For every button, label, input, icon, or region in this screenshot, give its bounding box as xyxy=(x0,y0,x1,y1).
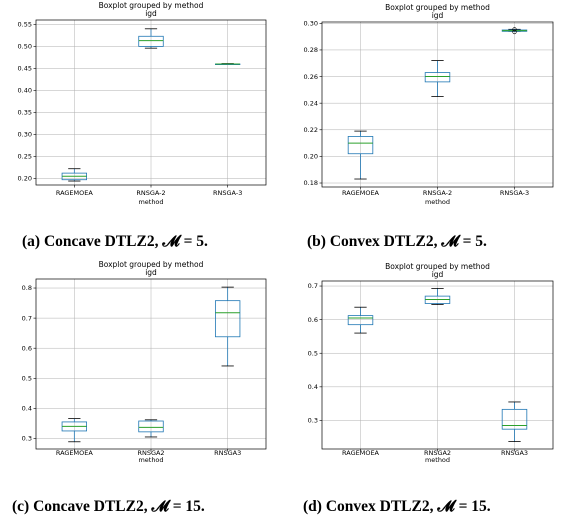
iqr-box xyxy=(214,300,241,338)
y-tick-label: 0.7 xyxy=(308,282,318,290)
x-tick-label: RAGEMOEA xyxy=(56,449,94,457)
x-tick-label: RNSGA2 xyxy=(137,449,164,457)
y-tick-label: 0.50 xyxy=(18,43,32,51)
x-axis-label: method xyxy=(425,198,450,206)
chart-title: Boxplot grouped by method xyxy=(99,1,204,10)
x-axis-label: method xyxy=(425,456,450,464)
subfigure-caption: (d) Convex DTLZ2, 𝓜 = 15. xyxy=(303,498,491,515)
y-tick-label: 0.4 xyxy=(308,383,318,391)
y-tick-label: 0.25 xyxy=(18,153,32,161)
y-tick-label: 0.5 xyxy=(308,349,318,357)
iqr-box xyxy=(347,136,374,155)
y-tick-label: 0.26 xyxy=(304,73,318,81)
y-tick-label: 0.6 xyxy=(308,316,318,324)
chart-title: Boxplot grouped by method xyxy=(99,260,204,269)
x-axis-label: method xyxy=(138,456,163,464)
x-tick-label: RAGEMOEA xyxy=(56,189,94,197)
chart-title: Boxplot grouped by method xyxy=(385,262,490,271)
chart-panel-0: 0.20 0.25 0.30 0.35 0.40 0.45 0.50 0.55 RAGEMOEA… xyxy=(18,1,267,250)
x-tick-label: RNSGA-3 xyxy=(213,189,242,197)
y-tick-label: 0.4 xyxy=(22,405,32,413)
y-tick-label: 0.45 xyxy=(18,65,32,73)
x-tick-label: RNSGA-3 xyxy=(500,189,529,197)
y-tick-label: 0.35 xyxy=(18,109,32,117)
chart-subtitle: igd xyxy=(432,11,444,20)
chart-subtitle: igd xyxy=(432,270,444,279)
y-tick-label: 0.28 xyxy=(304,46,318,54)
y-tick-label: 0.30 xyxy=(18,131,32,139)
y-tick-label: 0.20 xyxy=(304,153,318,161)
chart-title: Boxplot grouped by method xyxy=(385,3,490,12)
outlier-point xyxy=(512,27,517,32)
chart-panel-2: 0.3 0.4 0.5 0.6 0.7 0.8 RAGEMOEA RNSGA2 RNSGA3 Bo… xyxy=(12,260,267,515)
subfigure-caption: (a) Concave DTLZ2, 𝓜 = 5. xyxy=(22,233,208,250)
x-tick-label: RAGEMOEA xyxy=(342,449,380,457)
x-tick-label: RNSGA2 xyxy=(424,449,451,457)
iqr-box xyxy=(424,72,451,83)
y-tick-label: 0.22 xyxy=(304,126,318,134)
y-tick-label: 0.20 xyxy=(18,175,32,183)
y-tick-label: 0.40 xyxy=(18,87,32,95)
x-tick-label: RNSGA3 xyxy=(214,449,241,457)
iqr-box xyxy=(138,35,164,47)
x-tick-label: RNSGA-2 xyxy=(423,189,452,197)
x-tick-label: RNSGA-2 xyxy=(136,189,165,197)
chart-panel-1: 0.18 0.20 0.22 0.24 0.26 0.28 0.30 RAGEMOEA RNSG… xyxy=(304,3,554,250)
chart-subtitle: igd xyxy=(145,9,157,18)
chart-subtitle: igd xyxy=(145,268,157,277)
outlier-point xyxy=(512,29,517,35)
subfigure-caption: (b) Convex DTLZ2, 𝓜 = 5. xyxy=(307,233,487,250)
y-tick-label: 0.3 xyxy=(308,417,318,425)
iqr-box xyxy=(347,315,374,326)
x-tick-label: RAGEMOEA xyxy=(342,189,380,197)
chart-panel-3: 0.3 0.4 0.5 0.6 0.7 RAGEMOEA RNSGA2 RNSGA3 Boxpl… xyxy=(303,262,554,515)
subfigure-caption: (c) Concave DTLZ2, 𝓜 = 15. xyxy=(12,498,205,515)
y-tick-label: 0.7 xyxy=(22,314,32,322)
y-tick-label: 0.18 xyxy=(304,179,318,187)
iqr-box xyxy=(501,408,528,430)
y-tick-label: 0.55 xyxy=(18,21,32,29)
y-tick-label: 0.24 xyxy=(304,99,318,107)
y-tick-label: 0.5 xyxy=(22,374,32,382)
x-tick-label: RNSGA3 xyxy=(501,449,528,457)
y-tick-label: 0.30 xyxy=(304,20,318,28)
y-tick-label: 0.8 xyxy=(22,284,32,292)
x-axis-label: method xyxy=(138,198,163,206)
y-tick-label: 0.6 xyxy=(22,344,32,352)
y-tick-label: 0.3 xyxy=(22,435,32,443)
iqr-box xyxy=(138,420,164,433)
